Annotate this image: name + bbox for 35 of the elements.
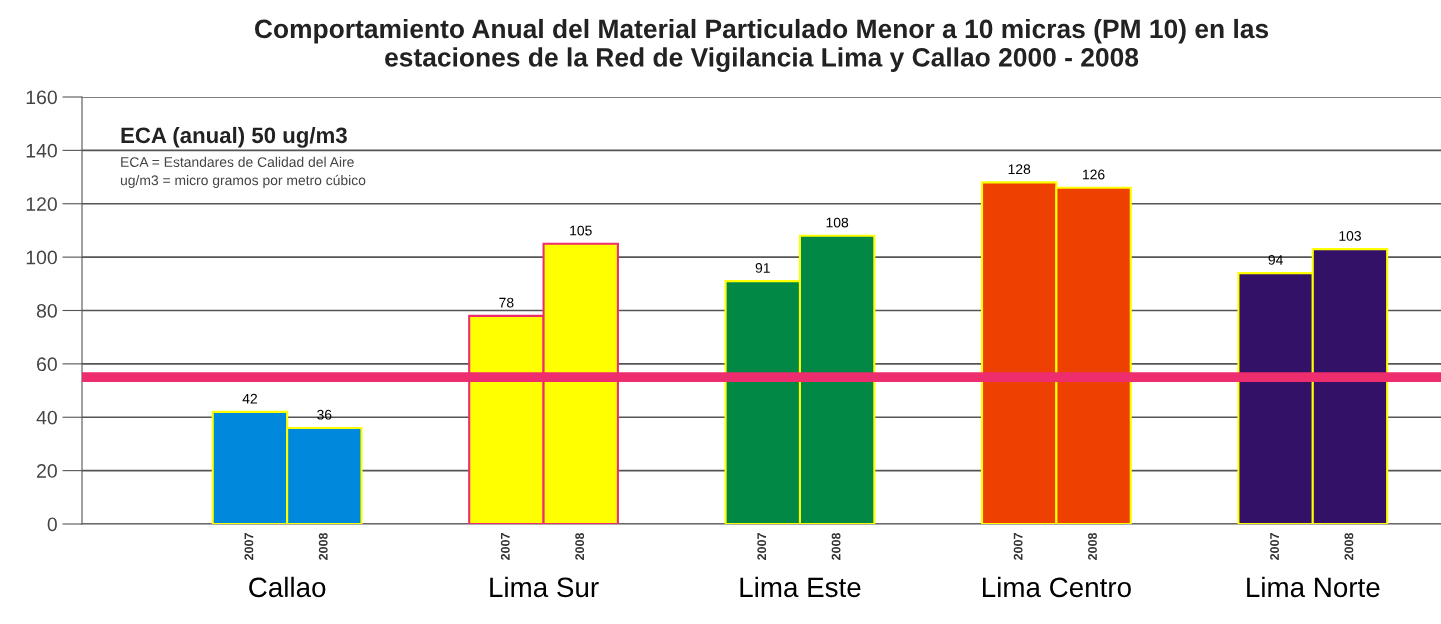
y-tick-label: 80 [36,303,57,318]
text: 2007 [1013,533,1023,560]
data-label: 91 [755,263,770,273]
text: 2007 [1270,533,1279,560]
data-label: 128 [1008,164,1031,175]
x-tick-label: Lima Sur [490,576,599,598]
text: 2007 [244,533,254,560]
annotation: ECA = Estandares de Calidad del Aire ug/m3 = micro gramos por metro cúbico [120,156,366,188]
data-label: 42 [242,393,257,404]
y-tick-label: 120 [26,197,57,211]
y-tick-label: 140 [26,143,57,158]
y-tick-label: 0 [47,517,57,532]
annotation: ECA (anual) 50 ug/m3 [121,126,347,148]
data-label: 108 [826,217,849,228]
data-label: 78 [499,297,514,308]
text: 2007 [500,533,510,560]
text: 2008 [1344,532,1354,560]
x-tick-label: Lima Este [740,576,861,598]
text: 2008 [831,532,841,560]
text: 2008 [575,532,585,560]
chart-title: Comportamiento Anual del Material Particulado Menor a 10 micras (PM 10) en las estaciones de la Red de Vigilancia Lima y Callao 2000 - 2008 [254,18,1269,73]
y-tick-label: 160 [26,90,57,105]
y-tick-label: 100 [26,250,57,265]
x-tick-label: Callao [249,576,326,598]
text: 2008 [318,532,328,560]
text: 2007 [757,533,767,560]
y-tick-label: 20 [37,464,57,478]
data-label: 126 [1083,169,1105,180]
x-tick-label: Lima Norte [1247,576,1380,598]
data-label: 105 [570,225,592,236]
x-tick-label: Lima Centro [983,576,1131,598]
data-label: 103 [1339,230,1361,241]
text: 2008 [1088,532,1097,560]
y-tick-label: 60 [37,357,57,372]
y-tick-label: 40 [36,410,57,425]
